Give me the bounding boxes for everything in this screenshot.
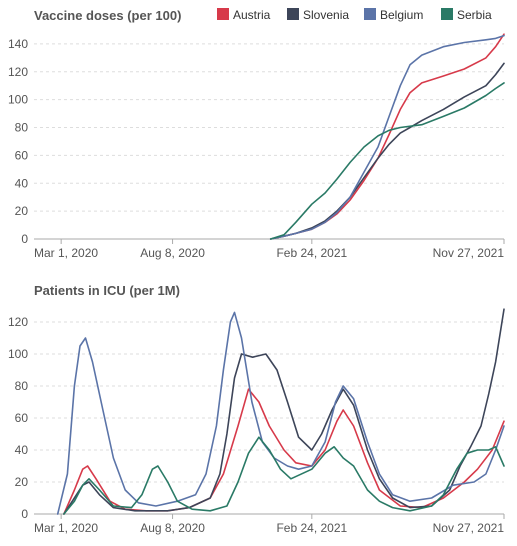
legend-item-austria: Austria (217, 8, 271, 22)
legend-swatch (217, 8, 229, 20)
icu-chart-title: Patients in ICU (per 1M) (34, 283, 180, 298)
x-tick-label: Nov 27, 2021 (433, 246, 505, 260)
legend-swatch (364, 8, 376, 20)
vaccine-doses-chart: Vaccine doses (per 100) 0 20 40 60 80 100 120 1… (8, 8, 505, 260)
legend-item-serbia: Serbia (441, 8, 492, 22)
x-tick-label: Nov 27, 2021 (433, 521, 505, 535)
y-tick-label: 40 (15, 443, 29, 457)
y-tick-label: 120 (8, 315, 28, 329)
y-tick-label: 60 (15, 411, 29, 425)
vaccine-chart-title: Vaccine doses (per 100) (34, 8, 181, 23)
x-tick-label: Feb 24, 2021 (276, 246, 347, 260)
y-tick-label: 80 (15, 121, 29, 135)
legend-item-slovenia: Slovenia (287, 8, 349, 22)
x-tick-label: Aug 8, 2020 (140, 521, 205, 535)
series-line-serbia (269, 82, 505, 240)
y-tick-label: 140 (8, 37, 28, 51)
series-line-belgium (56, 311, 505, 515)
legend-label: Austria (233, 8, 271, 22)
y-tick-label: 80 (15, 379, 29, 393)
x-tick-label: Mar 1, 2020 (34, 521, 98, 535)
x-tick-label: Feb 24, 2021 (276, 521, 347, 535)
y-tick-label: 20 (15, 475, 29, 489)
x-tick-label: Mar 1, 2020 (34, 246, 98, 260)
legend: Austria Slovenia Belgium Serbia (217, 8, 492, 22)
legend-swatch (441, 8, 453, 20)
series-line-serbia (63, 436, 505, 515)
series-line-slovenia (269, 62, 505, 240)
y-tick-label: 0 (21, 232, 28, 246)
icu-patients-chart: Patients in ICU (per 1M) 0 20 40 60 80 100 120… (8, 283, 505, 535)
series-line-slovenia (63, 308, 505, 515)
y-tick-label: 60 (15, 148, 29, 162)
legend-label: Slovenia (303, 8, 349, 22)
x-tick-label: Aug 8, 2020 (140, 246, 205, 260)
legend-label: Serbia (457, 8, 492, 22)
legend-item-belgium: Belgium (364, 8, 423, 22)
y-tick-label: 20 (15, 204, 29, 218)
series-line-austria (269, 33, 505, 240)
series-line-belgium (269, 34, 505, 240)
legend-swatch (287, 8, 299, 20)
legend-label: Belgium (380, 8, 423, 22)
y-tick-label: 0 (21, 507, 28, 521)
y-tick-label: 100 (8, 93, 28, 107)
y-tick-label: 100 (8, 347, 28, 361)
y-tick-label: 40 (15, 176, 29, 190)
y-tick-label: 120 (8, 65, 28, 79)
